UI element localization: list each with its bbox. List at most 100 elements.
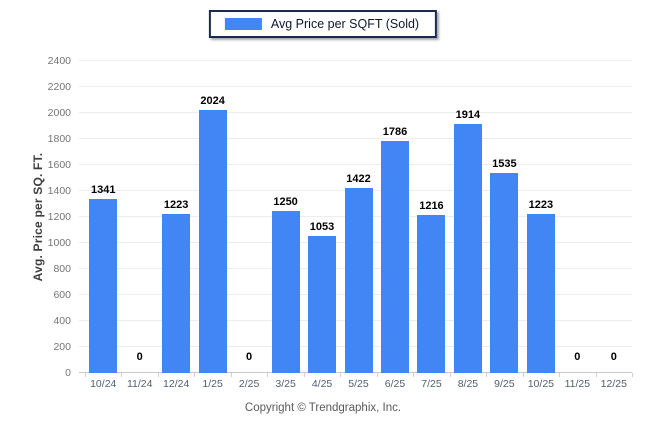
x-axis-tick-label: 11/24 bbox=[126, 378, 153, 390]
x-axis-tick bbox=[413, 373, 415, 377]
y-axis-tick-label: 800 bbox=[53, 263, 71, 275]
x-axis-tick-label: 8/25 bbox=[457, 378, 479, 390]
x-axis-tick bbox=[595, 373, 597, 377]
x-axis-tick-label: 11/25 bbox=[564, 378, 591, 390]
bar-column: 0 bbox=[559, 61, 595, 373]
x-axis-ticks bbox=[85, 373, 633, 378]
bar-column: 1914 bbox=[450, 61, 486, 373]
x-axis-tick bbox=[449, 373, 451, 377]
y-axis-tick-label: 0 bbox=[65, 367, 71, 379]
y-axis-tick-label: 1400 bbox=[47, 185, 71, 197]
bar bbox=[198, 109, 227, 373]
bars-layer: 1341 0 1223 2024 0 1250 1053 1422 1786 1216 1914 15… bbox=[85, 61, 632, 373]
bar-column: 1053 bbox=[304, 61, 340, 373]
bar bbox=[526, 214, 555, 373]
x-axis-tick bbox=[267, 373, 269, 377]
bar-value-label: 0 bbox=[246, 351, 253, 363]
x-axis-tick-label: 10/24 bbox=[90, 378, 117, 390]
x-axis-tick-label: 12/25 bbox=[600, 378, 627, 390]
bar-column: 1216 bbox=[413, 61, 449, 373]
legend-label: Avg Price per SQFT (Sold) bbox=[270, 17, 420, 31]
bar-column: 1250 bbox=[267, 61, 303, 373]
bar bbox=[162, 214, 191, 373]
x-axis-tick bbox=[303, 373, 305, 377]
gridline bbox=[79, 112, 632, 113]
bar-value-label: 1535 bbox=[492, 158, 517, 171]
gridline bbox=[79, 138, 632, 139]
legend: Avg Price per SQFT (Sold) bbox=[208, 10, 438, 38]
legend-swatch-icon bbox=[224, 18, 262, 30]
x-axis-tick-label: 7/25 bbox=[421, 378, 442, 390]
y-axis-tick-label: 1600 bbox=[47, 159, 71, 171]
bar bbox=[417, 214, 446, 373]
y-axis-tick-label: 600 bbox=[53, 289, 71, 301]
bar-value-label: 1053 bbox=[309, 221, 335, 234]
bar bbox=[453, 124, 482, 373]
y-axis-tick-label: 2200 bbox=[47, 81, 71, 93]
y-axis-tick-label: 2000 bbox=[47, 107, 71, 119]
gridline bbox=[79, 60, 632, 61]
x-axis-tick-label: 6/25 bbox=[384, 378, 406, 390]
bar-column: 1535 bbox=[486, 61, 522, 373]
bar-value-label: 1250 bbox=[273, 195, 298, 208]
bar-value-label: 1914 bbox=[455, 109, 481, 122]
bar-value-label: 1223 bbox=[163, 199, 189, 212]
bar-value-label: 1341 bbox=[90, 183, 116, 196]
x-axis-tick-label: 9/25 bbox=[494, 378, 515, 390]
bar-value-label: 1216 bbox=[419, 199, 444, 212]
bar bbox=[490, 173, 519, 373]
bar-column: 0 bbox=[121, 61, 157, 373]
copyright-text: Copyright © Trendgraphix, Inc. bbox=[244, 402, 402, 414]
gridline bbox=[79, 86, 632, 87]
bar bbox=[89, 198, 118, 373]
x-axis-tick bbox=[340, 373, 342, 377]
x-axis-tick-label: 12/24 bbox=[163, 378, 190, 390]
y-axis-tick-label: 200 bbox=[53, 341, 71, 353]
bar-value-label: 0 bbox=[610, 351, 617, 363]
bar-value-label: 1223 bbox=[528, 199, 554, 212]
y-axis-tick-label: 1000 bbox=[47, 237, 71, 249]
bar-column: 1223 bbox=[158, 61, 194, 373]
gridline bbox=[79, 164, 632, 165]
bar-column: 1786 bbox=[377, 61, 413, 373]
bar-column: 0 bbox=[231, 61, 267, 373]
x-axis-tick-label: 2/25 bbox=[238, 378, 260, 390]
x-axis-tick-label: 1/25 bbox=[202, 378, 223, 390]
x-axis-tick bbox=[486, 373, 488, 377]
y-axis-tick-label: 2400 bbox=[47, 55, 71, 67]
x-axis-tick bbox=[376, 373, 378, 377]
bar-column: 2024 bbox=[194, 61, 230, 373]
bar-value-label: 1422 bbox=[346, 173, 371, 186]
bar bbox=[380, 140, 409, 373]
bar-value-label: 0 bbox=[574, 351, 581, 363]
bar bbox=[344, 188, 373, 373]
x-axis-tick bbox=[230, 373, 232, 377]
bar-column: 1341 bbox=[85, 61, 121, 373]
bar-value-label: 0 bbox=[136, 351, 143, 363]
x-axis-tick-label: 5/25 bbox=[348, 378, 369, 390]
x-axis-tick-label: 3/25 bbox=[275, 378, 296, 390]
x-axis-tick bbox=[632, 373, 633, 377]
y-axis-tick-label: 1200 bbox=[47, 211, 71, 223]
x-axis-labels: 10/24 11/24 12/24 1/25 2/25 3/25 4/25 5/25 6/25 7… bbox=[85, 378, 632, 390]
x-axis-tick bbox=[121, 373, 123, 377]
bar-value-label: 1786 bbox=[382, 125, 408, 138]
x-axis-tick bbox=[559, 373, 561, 377]
x-axis-tick bbox=[194, 373, 196, 377]
bar bbox=[271, 210, 300, 373]
bar-column: 1422 bbox=[340, 61, 376, 373]
y-axis-tick-labels: 0 200 400 600 800 1000 1200 1400 1600 1800 2000 220… bbox=[0, 55, 78, 379]
x-axis-tick-label: 10/25 bbox=[527, 378, 554, 390]
x-axis-tick bbox=[85, 373, 86, 377]
bar-column: 1223 bbox=[523, 61, 559, 373]
x-axis-tick bbox=[522, 373, 524, 377]
x-axis-tick-label: 4/25 bbox=[311, 378, 333, 390]
bar-column: 0 bbox=[596, 61, 632, 373]
bar bbox=[308, 236, 337, 373]
bar-value-label: 2024 bbox=[200, 94, 225, 107]
y-axis-tick-label: 1800 bbox=[47, 133, 71, 145]
x-axis-tick bbox=[157, 373, 159, 377]
y-axis-tick-label: 400 bbox=[53, 315, 71, 327]
plot-area: 1341 0 1223 2024 0 1250 1053 1422 1786 1216 1914 15… bbox=[79, 60, 633, 377]
